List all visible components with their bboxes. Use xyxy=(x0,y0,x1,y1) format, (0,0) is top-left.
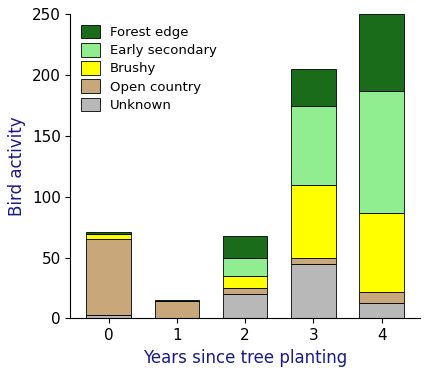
Y-axis label: Bird activity: Bird activity xyxy=(8,117,27,216)
Bar xyxy=(360,292,404,303)
Bar xyxy=(360,303,404,318)
Legend: Forest edge, Early secondary, Brushy, Open country, Unknown: Forest edge, Early secondary, Brushy, Op… xyxy=(77,21,221,116)
Bar xyxy=(223,294,267,318)
Bar xyxy=(291,258,336,264)
Bar xyxy=(86,315,131,318)
Bar xyxy=(291,184,336,258)
X-axis label: Years since tree planting: Years since tree planting xyxy=(143,349,347,367)
Bar xyxy=(86,232,131,234)
Bar xyxy=(291,264,336,318)
Bar xyxy=(360,91,404,213)
Bar xyxy=(223,236,267,258)
Bar xyxy=(291,69,336,105)
Bar xyxy=(223,276,267,288)
Bar xyxy=(155,300,199,302)
Bar xyxy=(223,258,267,276)
Bar xyxy=(223,288,267,294)
Bar xyxy=(155,302,199,318)
Bar xyxy=(360,213,404,292)
Bar xyxy=(360,14,404,91)
Bar xyxy=(86,234,131,239)
Bar xyxy=(291,105,336,184)
Bar xyxy=(86,239,131,315)
